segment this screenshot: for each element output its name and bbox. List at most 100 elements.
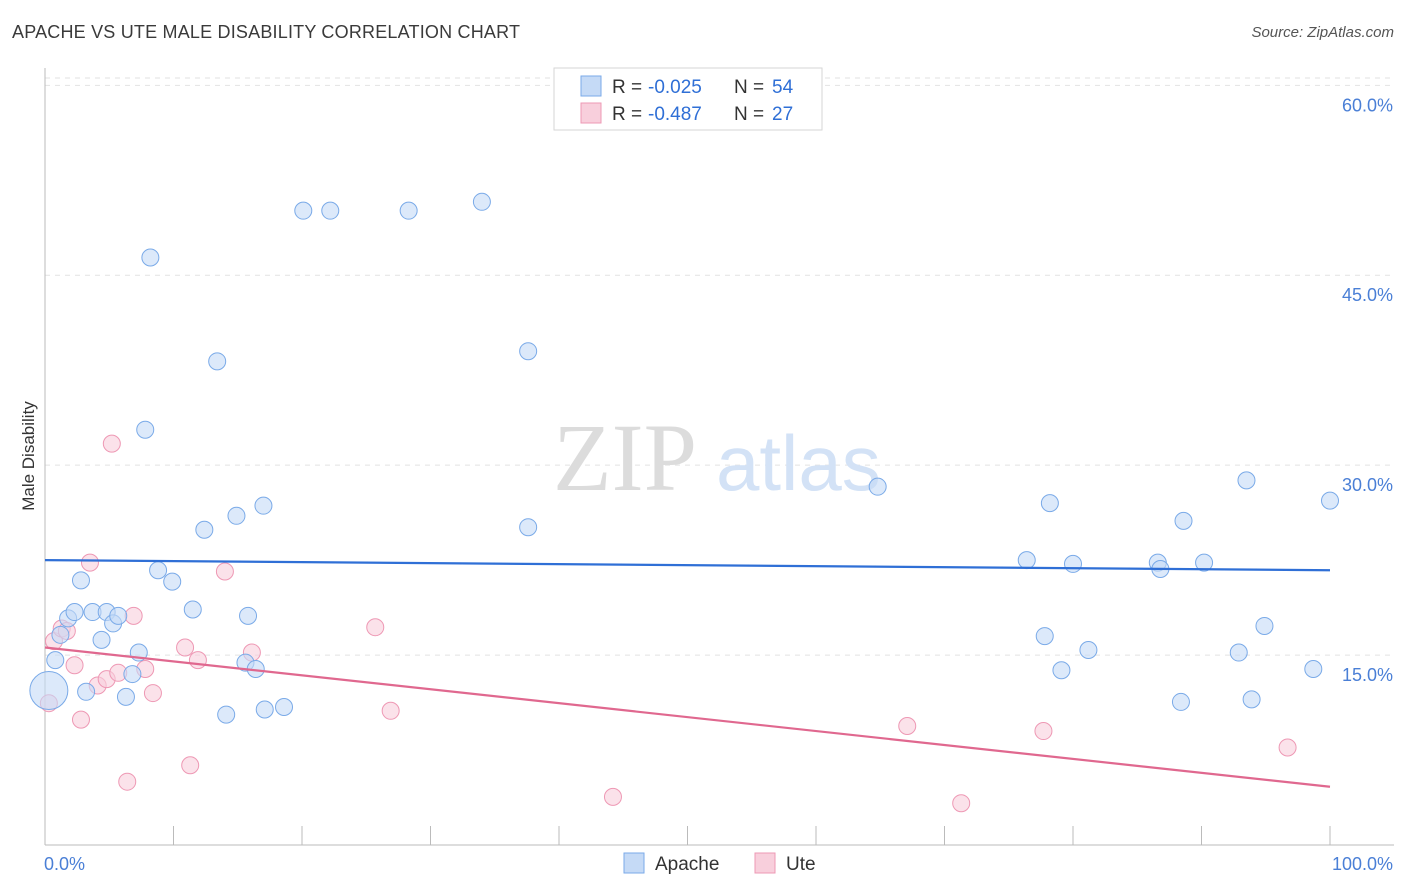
apache-point (149, 561, 168, 580)
y-axis-label: Male Disability (19, 401, 38, 511)
apache-point (519, 342, 538, 361)
apache-point (51, 625, 70, 644)
apache-point (1321, 491, 1339, 510)
ute-point (118, 772, 137, 791)
y-tick-labels: 15.0% 30.0% 45.0% 60.0% (1342, 95, 1393, 685)
ute-point (366, 618, 385, 637)
apache-point (275, 697, 294, 716)
apache-point (29, 671, 69, 711)
legend-ute-n-value: 27 (772, 104, 793, 125)
legend-ute-r-label: R = (612, 104, 642, 125)
axes (44, 68, 1394, 846)
ute-point (143, 684, 162, 703)
legend-apache-r-label: R = (612, 77, 642, 98)
ute-point (181, 756, 200, 775)
apache-point (1242, 690, 1261, 709)
ute-point (65, 656, 84, 675)
apache-point (46, 651, 65, 670)
apache-point (868, 477, 887, 496)
ute-point (381, 701, 400, 720)
y-tick-label: 60.0% (1342, 95, 1393, 115)
apache-point (519, 518, 538, 537)
apache-point (1237, 471, 1256, 490)
x-tick-label-min: 0.0% (44, 854, 85, 874)
ute-point (102, 434, 121, 453)
apache-point (141, 248, 160, 267)
apache-point (1174, 511, 1193, 530)
legend-ute-n-label: N = (734, 104, 764, 125)
apache-point (195, 520, 214, 539)
ute-point (1034, 722, 1053, 741)
ute-point (188, 651, 207, 670)
legend-ute-r-value: -0.487 (648, 104, 702, 125)
y-tick-label: 45.0% (1342, 285, 1393, 305)
correlation-legend: R = -0.025 N = 54 R = -0.487 N = 27 (553, 67, 823, 131)
apache-point (1040, 494, 1059, 513)
series-legend-apache-label: Apache (655, 854, 719, 875)
apache-point (321, 201, 340, 220)
ute-point (1278, 738, 1297, 757)
ute-trend-line (44, 646, 1331, 788)
apache-point (255, 700, 274, 719)
trend-lines (44, 559, 1331, 788)
ute-point (124, 606, 143, 625)
data-points (29, 192, 1339, 813)
apache-point (208, 352, 227, 371)
apache-point (1304, 660, 1323, 679)
apache-point (123, 665, 142, 684)
apache-point (1255, 616, 1274, 635)
apache-point (1195, 553, 1214, 572)
chart-title: APACHE VS UTE MALE DISABILITY CORRELATIO… (12, 22, 521, 42)
apache-point (77, 682, 96, 701)
ute-point (898, 716, 917, 735)
series-legend: Apache Ute (623, 852, 816, 875)
apache-point (254, 496, 273, 515)
ute-point (71, 710, 90, 729)
y-tick-label: 30.0% (1342, 475, 1393, 495)
apache-point (1035, 627, 1054, 646)
ute-point (215, 562, 234, 581)
x-ticks: 0.0% 100.0% (44, 826, 1393, 874)
series-legend-ute-swatch (754, 852, 776, 874)
legend-apache-r-value: -0.025 (648, 77, 702, 98)
ute-point (952, 794, 971, 813)
apache-point (399, 201, 418, 220)
ute-point (603, 787, 622, 806)
apache-point (217, 705, 236, 724)
legend-apache-n-label: N = (734, 77, 764, 98)
apache-point (92, 630, 111, 649)
watermark-zip: ZIP (553, 404, 697, 511)
apache-point (71, 571, 90, 590)
chart-source: Source: ZipAtlas.com (1251, 24, 1394, 41)
y-tick-label: 15.0% (1342, 665, 1393, 685)
apache-trend-line (44, 559, 1331, 572)
apache-point (1171, 692, 1190, 711)
apache-point (183, 600, 202, 619)
ute-point (176, 638, 195, 657)
apache-point (109, 606, 128, 625)
series-apache (29, 192, 1339, 724)
legend-apache-n-value: 54 (772, 77, 794, 98)
apache-point (472, 192, 491, 211)
watermark-atlas: atlas (716, 419, 881, 507)
apache-point (227, 506, 246, 525)
legend-ute-swatch (580, 102, 602, 124)
legend-apache-swatch (580, 75, 602, 97)
apache-point (1064, 554, 1082, 573)
ute-point (80, 553, 99, 572)
apache-point (1017, 551, 1036, 570)
apache-point (116, 687, 135, 706)
apache-point (163, 572, 182, 591)
apache-point (294, 201, 313, 220)
apache-point (1079, 641, 1098, 660)
apache-point (1229, 643, 1248, 662)
watermark: ZIP atlas (553, 404, 881, 511)
series-legend-apache-swatch (623, 852, 645, 874)
series-legend-ute-label: Ute (786, 854, 816, 875)
apache-point (239, 606, 258, 625)
apache-point (136, 420, 155, 439)
apache-point (65, 603, 84, 622)
apache-point (1052, 661, 1071, 680)
x-tick-label-max: 100.0% (1332, 854, 1393, 874)
